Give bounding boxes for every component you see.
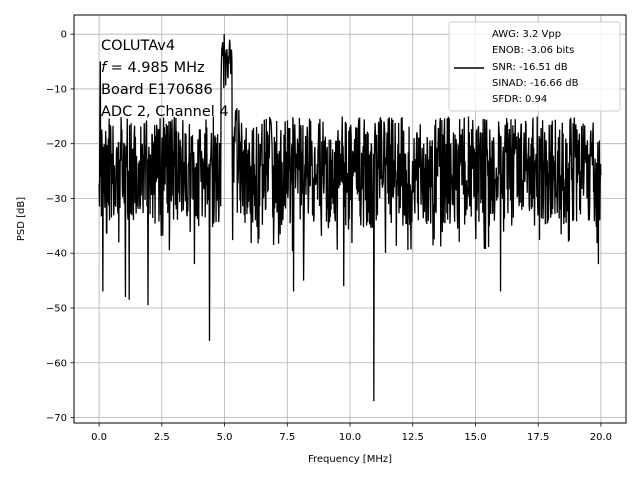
- y-tick-label: −20: [46, 139, 67, 150]
- psd-series-line: [98, 34, 602, 402]
- annotation-frequency: f = 4.985 MHz: [101, 60, 205, 76]
- annotation-frequency-symbol: f: [101, 60, 108, 76]
- legend: AWG: 3.2 Vpp ENOB: -3.06 bits SNR: -16.5…: [448, 21, 621, 112]
- y-tick-label: −10: [46, 84, 67, 95]
- annotation-device: COLUTAv4: [101, 38, 175, 54]
- x-axis-label: Frequency [MHz]: [308, 454, 392, 465]
- y-axis-label: PSD [dB]: [16, 197, 27, 241]
- x-tick-label: 0.0: [91, 432, 107, 443]
- x-tick-label: 20.0: [590, 432, 612, 443]
- annotation-block: COLUTAv4 f = 4.985 MHz Board E170686 ADC…: [101, 38, 229, 120]
- y-tick-label: −30: [46, 194, 67, 205]
- legend-line-sfdr: SFDR: 0.94: [492, 94, 547, 105]
- y-tick-label: −70: [46, 413, 67, 424]
- legend-line-snr: SNR: -16.51 dB: [492, 62, 568, 73]
- y-tick-label: −40: [46, 249, 67, 260]
- x-tick-label: 2.5: [154, 432, 170, 443]
- annotation-board: Board E170686: [101, 82, 213, 98]
- x-tick-label: 17.5: [527, 432, 549, 443]
- x-tick-label: 15.0: [464, 432, 486, 443]
- x-tick-label: 5.0: [217, 432, 233, 443]
- y-tick-label: −50: [46, 303, 67, 314]
- x-tick-label: 12.5: [402, 432, 424, 443]
- legend-line-awg: AWG: 3.2 Vpp: [492, 29, 561, 40]
- legend-box: [448, 21, 621, 112]
- legend-line-sinad: SINAD: -16.66 dB: [492, 78, 579, 89]
- plot-area: [98, 34, 602, 402]
- x-tick-label: 10.0: [339, 432, 361, 443]
- y-tick-label: 0: [61, 30, 67, 41]
- x-tick-label: 7.5: [279, 432, 295, 443]
- annotation-frequency-value: = 4.985 MHz: [106, 60, 205, 76]
- y-tick-label: −60: [46, 358, 67, 369]
- annotation-channel: ADC 2, Channel 4: [101, 104, 229, 120]
- axis-ticks: 0.0 2.5 5.0 7.5 10.0 12.5 15.0 17.5 20.0 0 −10 −20 −…: [46, 30, 612, 443]
- legend-line-enob: ENOB: -3.06 bits: [492, 45, 574, 56]
